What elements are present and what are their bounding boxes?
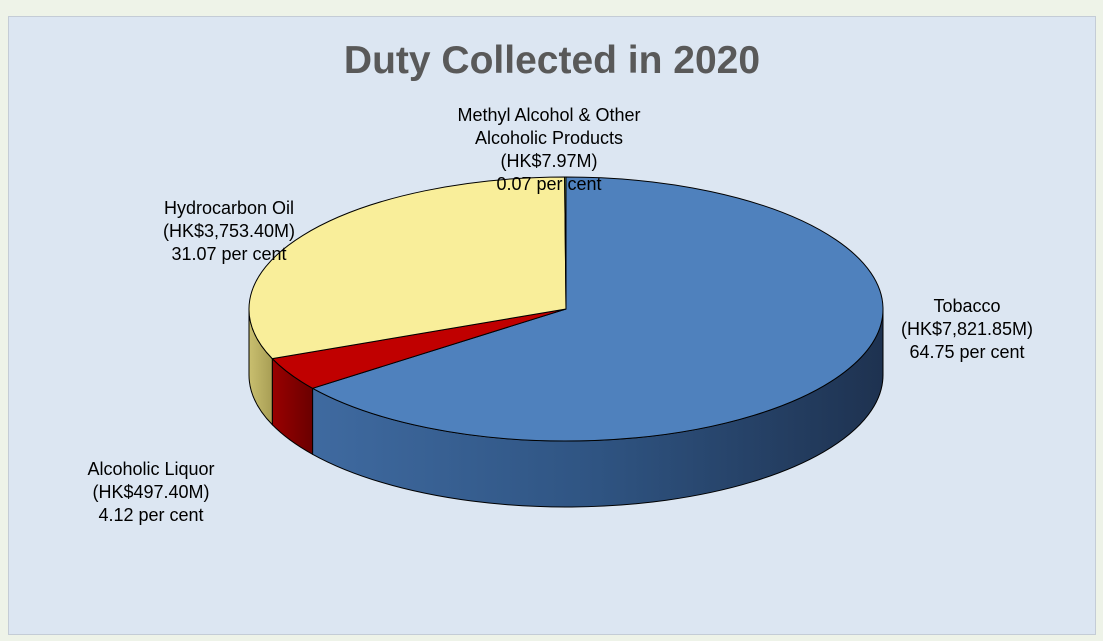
chart-title: Duty Collected in 2020	[343, 39, 761, 82]
slice-label-name: Hydrocarbon Oil	[163, 198, 295, 218]
pie-slice-hydrocarbon-oil	[248, 176, 567, 360]
slice-label-amount: (HK$497.40M)	[92, 482, 210, 502]
slice-label-methyl-alcohol: Methyl Alcohol & Other Alcoholic Product…	[434, 104, 664, 196]
pie-slice-tobacco	[311, 176, 884, 442]
pie-chart	[248, 176, 884, 508]
slice-label-name: Tobacco	[933, 296, 1001, 316]
slice-label-percent: 64.75 per cent	[909, 342, 1025, 362]
slice-label-amount: (HK$7.97M)	[500, 151, 598, 171]
slice-label-hydrocarbon-oil: Hydrocarbon Oil (HK$3,753.40M) 31.07 per…	[129, 197, 329, 266]
slice-label-tobacco: Tobacco (HK$7,821.85M) 64.75 per cent	[867, 295, 1067, 364]
chart-frame: Duty Collected in 2020 Tobac	[8, 16, 1096, 635]
slice-label-percent: 0.07 per cent	[496, 174, 602, 194]
slice-label-amount: (HK$3,753.40M)	[162, 221, 296, 241]
slice-label-amount: (HK$7,821.85M)	[900, 319, 1034, 339]
pie-slice-methyl-alcohol	[564, 176, 567, 310]
slice-label-name: Alcoholic Liquor	[87, 459, 215, 479]
slice-label-percent: 31.07 per cent	[171, 244, 287, 264]
slice-label-name: Methyl Alcohol & Other Alcoholic Product…	[457, 105, 641, 148]
slice-label-alcoholic-liquor: Alcoholic Liquor (HK$497.40M) 4.12 per c…	[56, 458, 246, 527]
slice-label-percent: 4.12 per cent	[98, 505, 204, 525]
